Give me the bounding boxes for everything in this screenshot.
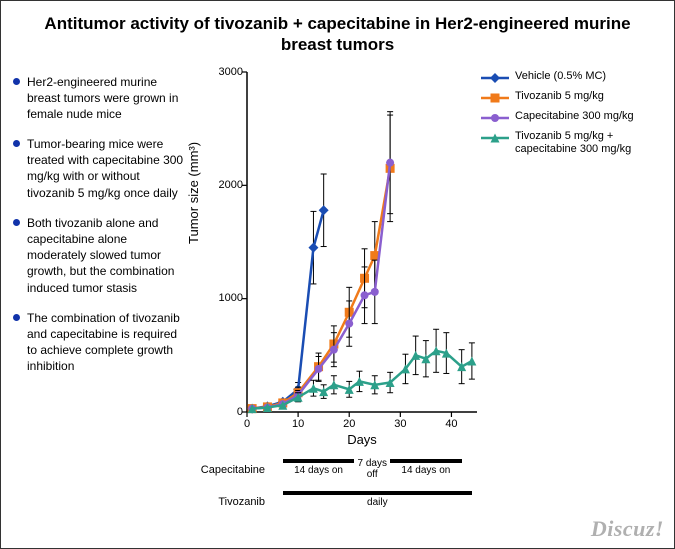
legend-entry: Tivozanib 5 mg/kg	[481, 90, 666, 104]
legend-entry: Capecitabine 300 mg/kg	[481, 110, 666, 124]
ytick-label: 1000	[209, 292, 243, 304]
dosing-segment-label: daily	[283, 497, 472, 508]
dosing-bar	[283, 491, 472, 495]
legend-label: Capecitabine 300 mg/kg	[515, 110, 666, 123]
figure-container: Antitumor activity of tivozanib + capeci…	[1, 1, 674, 548]
legend-label: Tivozanib 5 mg/kg + capecitabine 300 mg/…	[515, 130, 666, 156]
dosing-row: Capecitabine14 days on14 days on7 days o…	[191, 456, 481, 484]
legend-swatch-icon	[481, 92, 509, 104]
legend-entry: Vehicle (0.5% MC)	[481, 70, 666, 84]
xtick-label: 0	[244, 418, 250, 430]
legend: Vehicle (0.5% MC) Tivozanib 5 mg/kg Capeci…	[481, 70, 666, 162]
bullet-item: Her2-engineered murine breast tumors wer…	[13, 74, 185, 123]
bullet-list: Her2-engineered murine breast tumors wer…	[1, 64, 191, 549]
bullet-item: Both tivozanib alone and capecitabine al…	[13, 215, 185, 296]
chart-area: Vehicle (0.5% MC) Tivozanib 5 mg/kg Capeci…	[191, 64, 674, 549]
dosing-segment-label: 14 days on	[283, 465, 355, 476]
ytick-label: 0	[209, 406, 243, 418]
dosing-bar	[283, 459, 355, 463]
xtick-label: 10	[292, 418, 304, 430]
plot-region: 0100020003000010203040	[247, 72, 477, 412]
dosing-segment-label: 14 days on	[390, 465, 462, 476]
xtick-label: 30	[394, 418, 406, 430]
dosing-bar	[390, 459, 462, 463]
legend-swatch-icon	[481, 112, 509, 124]
legend-entry: Tivozanib 5 mg/kg + capecitabine 300 mg/…	[481, 130, 666, 156]
legend-swatch-icon	[481, 132, 509, 144]
dosing-schedule: Capecitabine14 days on14 days on7 days o…	[191, 456, 481, 520]
ytick-label: 3000	[209, 66, 243, 78]
dosing-track: daily	[247, 488, 481, 516]
watermark: Discuz!	[591, 516, 664, 542]
legend-label: Vehicle (0.5% MC)	[515, 70, 666, 83]
xtick-label: 20	[343, 418, 355, 430]
bullet-item: The combination of tivozanib and capecit…	[13, 310, 185, 375]
dosing-row: Tivozanibdaily	[191, 488, 481, 516]
main-row: Her2-engineered murine breast tumors wer…	[1, 64, 674, 549]
dosing-gap-label: 7 days off	[352, 458, 392, 480]
legend-label: Tivozanib 5 mg/kg	[515, 90, 666, 103]
figure-title: Antitumor activity of tivozanib + capeci…	[1, 1, 674, 64]
xtick-label: 40	[445, 418, 457, 430]
dosing-track: 14 days on 14 days on7 days off	[247, 456, 481, 484]
plot-svg	[247, 72, 477, 412]
ytick-label: 2000	[209, 179, 243, 191]
bullet-item: Tumor-bearing mice were treated with cap…	[13, 136, 185, 201]
legend-swatch-icon	[481, 72, 509, 84]
y-axis-label: Tumor size (mm³)	[186, 141, 201, 243]
x-axis-label: Days	[247, 432, 477, 447]
